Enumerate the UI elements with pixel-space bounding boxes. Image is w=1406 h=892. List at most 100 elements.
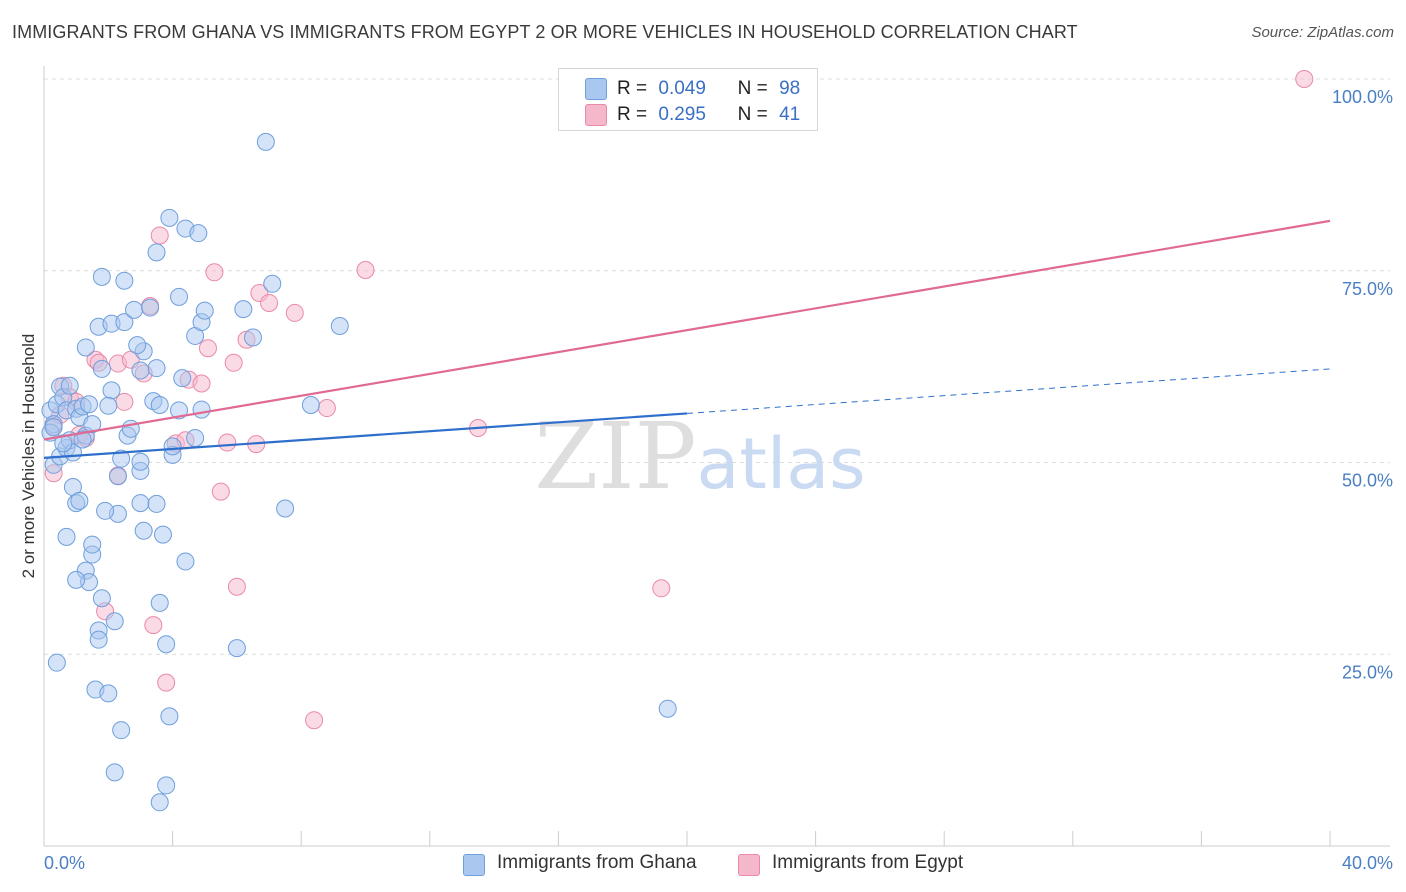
ghana-r-value: 0.049 — [658, 78, 706, 99]
ghana-point — [115, 313, 134, 332]
x-tick-label: 0.0% — [44, 853, 85, 873]
trend-layer — [43, 219, 1331, 459]
tick-layer: 25.0% 50.0% 75.0% 100.0% 0.0% 40.0% — [44, 87, 1393, 873]
ghana-point — [189, 224, 208, 243]
egypt-point — [192, 374, 211, 393]
ghana-point — [170, 401, 189, 420]
ghana-point — [170, 287, 189, 306]
ghana-point — [131, 361, 150, 380]
egypt-swatch-icon — [585, 104, 607, 126]
ghana-point — [243, 328, 262, 347]
ghana-point — [83, 415, 102, 434]
ghana-point — [99, 396, 118, 415]
egypt-point — [157, 673, 176, 692]
y-axis-label: 2 or more Vehicles in Household — [19, 334, 38, 579]
ghana-point — [186, 428, 205, 447]
ghana-points — [41, 132, 677, 812]
ghana-point — [256, 132, 275, 151]
grid-layer — [44, 78, 1390, 655]
ghana-point — [70, 491, 89, 510]
y-tick-label: 25.0% — [1342, 662, 1393, 682]
ghana-swatch-icon — [585, 78, 607, 100]
ghana-point — [57, 527, 76, 546]
ghana-point — [276, 499, 295, 518]
ghana-point — [658, 699, 677, 718]
ghana-point — [160, 707, 179, 726]
ghana-point — [105, 612, 124, 631]
egypt-n-label: N = — [737, 104, 768, 125]
ghana-point — [105, 763, 124, 782]
ghana-point — [150, 793, 169, 812]
ghana-point — [147, 243, 166, 262]
ghana-point — [92, 267, 111, 286]
ghana-trend-extension — [686, 368, 1331, 414]
ghana-point — [89, 630, 108, 649]
ghana-point — [44, 418, 63, 437]
ghana-point — [92, 359, 111, 378]
ghana-point — [73, 430, 92, 449]
ghana-legend-swatch-icon — [463, 854, 485, 876]
x-tick-label: 40.0% — [1342, 853, 1393, 873]
ghana-point — [108, 467, 127, 486]
ghana-point — [96, 501, 115, 520]
ghana-point — [157, 635, 176, 654]
ghana-point — [330, 316, 349, 335]
ghana-point — [192, 400, 211, 419]
ghana-point — [153, 525, 172, 544]
ghana-point — [147, 494, 166, 513]
stats-legend: R = 0.049 N = 98 R = 0.295 N = 41 — [558, 68, 818, 131]
egypt-point — [224, 353, 243, 372]
ghana-point — [147, 359, 166, 378]
egypt-legend-swatch-icon — [738, 854, 760, 876]
egypt-point — [317, 399, 336, 418]
y-tick-label: 75.0% — [1342, 279, 1393, 299]
ghana-point — [54, 434, 73, 453]
ghana-r-label: R = — [617, 78, 648, 99]
source-label: Source: ZipAtlas.com — [1251, 24, 1394, 41]
ghana-point — [112, 721, 131, 740]
y-tick-label: 50.0% — [1342, 471, 1393, 491]
watermark-atlas: atlas — [697, 423, 866, 505]
ghana-point — [102, 381, 121, 400]
ghana-point — [131, 494, 150, 513]
egypt-point — [285, 303, 304, 322]
ghana-point — [301, 395, 320, 414]
ghana-point — [60, 376, 79, 395]
ghana-point — [163, 437, 182, 456]
ghana-point — [150, 593, 169, 612]
egypt-point — [260, 293, 279, 312]
egypt-point — [198, 339, 217, 358]
ghana-point — [112, 449, 131, 468]
egypt-point — [144, 616, 163, 635]
ghana-point — [157, 776, 176, 795]
watermark-zip: ZIP — [534, 403, 696, 510]
ghana-point — [150, 395, 169, 414]
ghana-point — [76, 338, 95, 357]
ghana-point — [125, 300, 144, 319]
ghana-point — [80, 395, 99, 414]
y-tick-label: 100.0% — [1332, 87, 1393, 107]
egypt-point — [305, 711, 324, 730]
ghana-point — [92, 589, 111, 608]
egypt-point — [205, 263, 224, 282]
egypt-r-label: R = — [617, 104, 648, 125]
ghana-point — [176, 552, 195, 571]
ghana-point — [83, 535, 102, 554]
egypt-point — [211, 482, 230, 501]
egypt-point — [356, 260, 375, 279]
axis-layer — [43, 66, 1390, 847]
ghana-point — [160, 208, 179, 227]
egypt-n-value: 41 — [779, 104, 801, 125]
ghana-point — [234, 300, 253, 319]
egypt-point — [150, 226, 169, 245]
chart-title: IMMIGRANTS FROM GHANA VS IMMIGRANTS FROM… — [12, 22, 1078, 42]
egypt-r-value: 0.295 — [658, 104, 706, 125]
watermark: ZIPatlas — [534, 403, 865, 510]
ghana-point — [115, 271, 134, 290]
ghana-point — [227, 639, 246, 658]
ghana-point — [99, 684, 118, 703]
egypt-point — [652, 579, 671, 598]
egypt-point — [1295, 70, 1314, 88]
ghana-point — [141, 298, 160, 317]
egypt-point — [227, 577, 246, 596]
